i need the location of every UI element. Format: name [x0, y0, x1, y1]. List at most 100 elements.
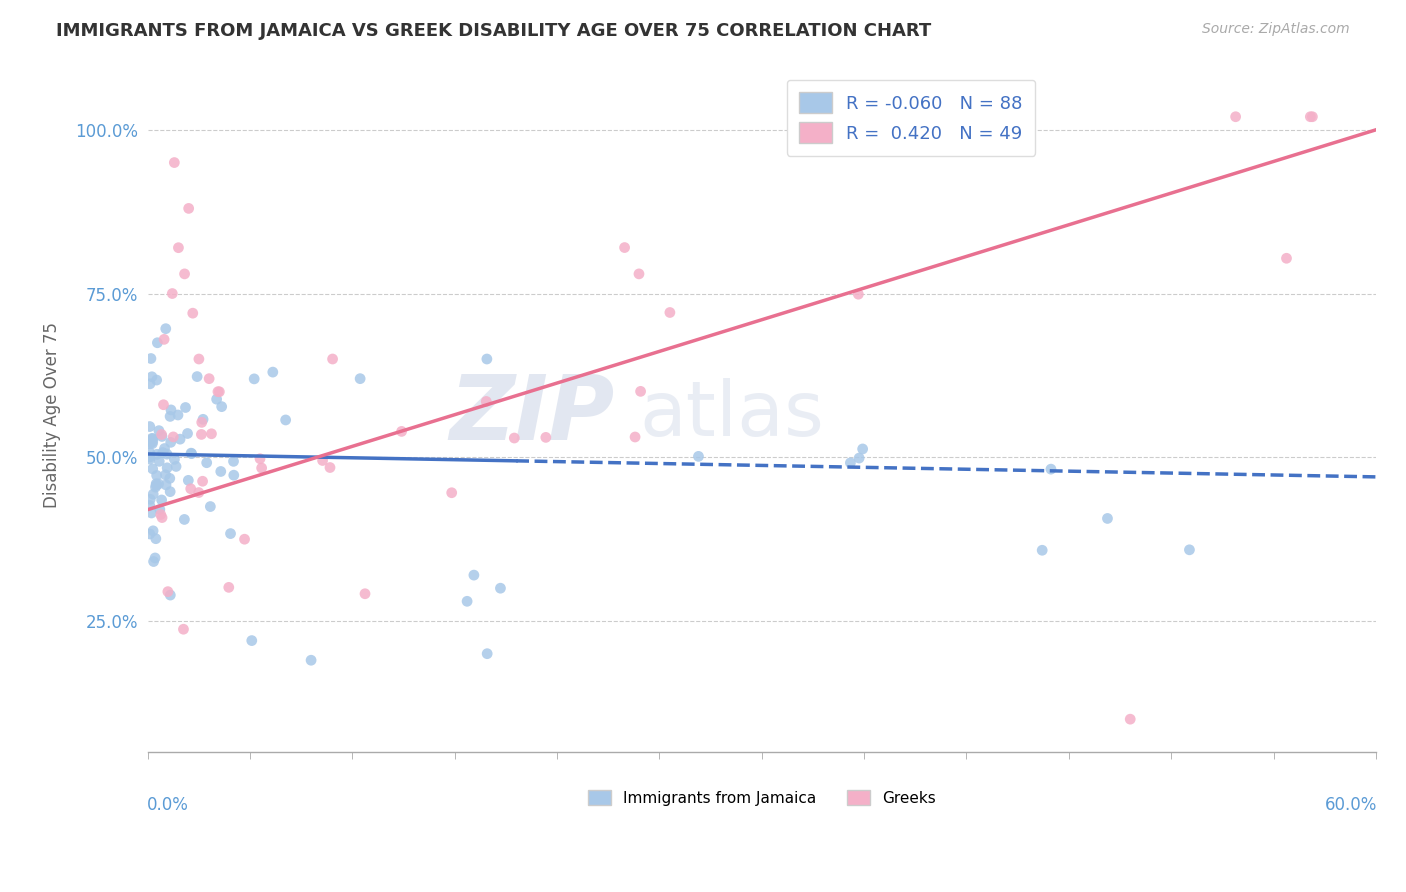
- Point: [1119, 712, 1142, 726]
- Point: [852, 442, 875, 456]
- Point: [156, 584, 179, 599]
- Point: [240, 633, 263, 648]
- Point: [475, 647, 498, 661]
- Point: [1031, 543, 1053, 558]
- Point: [391, 425, 413, 439]
- Point: [1097, 511, 1119, 525]
- Point: [624, 430, 647, 444]
- Point: [181, 306, 204, 320]
- Point: [456, 594, 478, 608]
- Point: [839, 456, 862, 470]
- Point: [195, 456, 218, 470]
- Point: [163, 452, 186, 467]
- Point: [190, 427, 212, 442]
- Point: [198, 372, 221, 386]
- Point: [177, 474, 200, 488]
- Point: [262, 365, 284, 379]
- Point: [141, 433, 163, 447]
- Point: [153, 332, 176, 346]
- Point: [1039, 462, 1062, 476]
- Point: [176, 426, 198, 441]
- Point: [148, 454, 170, 468]
- Point: [145, 476, 167, 491]
- Point: [152, 445, 174, 459]
- Point: [475, 394, 498, 409]
- Point: [218, 580, 240, 594]
- Point: [208, 384, 231, 399]
- Point: [349, 372, 371, 386]
- Point: [1178, 542, 1201, 557]
- Point: [299, 653, 322, 667]
- Point: [139, 527, 162, 541]
- Point: [205, 392, 228, 407]
- Point: [150, 429, 173, 443]
- Point: [145, 373, 167, 387]
- Point: [159, 435, 181, 450]
- Point: [142, 432, 165, 446]
- Point: [174, 401, 197, 415]
- Point: [145, 532, 167, 546]
- Point: [155, 478, 177, 492]
- Point: [159, 484, 181, 499]
- Point: [142, 487, 165, 501]
- Text: atlas: atlas: [638, 377, 824, 451]
- Point: [163, 155, 186, 169]
- Point: [1301, 110, 1323, 124]
- Text: ZIP: ZIP: [449, 371, 614, 458]
- Point: [688, 450, 710, 464]
- Point: [148, 424, 170, 438]
- Point: [143, 551, 166, 566]
- Point: [159, 471, 181, 485]
- Point: [145, 478, 167, 492]
- Point: [139, 499, 162, 513]
- Point: [139, 351, 162, 366]
- Point: [145, 480, 167, 494]
- Point: [139, 452, 162, 467]
- Point: [440, 485, 463, 500]
- Text: 60.0%: 60.0%: [1324, 796, 1376, 814]
- Point: [186, 369, 208, 384]
- Point: [139, 492, 162, 507]
- Point: [250, 461, 273, 475]
- Point: [146, 447, 169, 461]
- Point: [846, 287, 869, 301]
- Point: [172, 622, 194, 636]
- Point: [222, 454, 245, 468]
- Point: [207, 384, 229, 399]
- Point: [200, 500, 222, 514]
- Point: [150, 427, 173, 442]
- Point: [534, 430, 557, 444]
- Point: [152, 398, 174, 412]
- Point: [222, 468, 245, 483]
- Point: [180, 482, 202, 496]
- Point: [180, 446, 202, 460]
- Point: [658, 305, 681, 319]
- Point: [190, 415, 212, 429]
- Text: Source: ZipAtlas.com: Source: ZipAtlas.com: [1202, 22, 1350, 37]
- Point: [177, 202, 200, 216]
- Point: [142, 524, 165, 538]
- Text: 0.0%: 0.0%: [146, 796, 188, 814]
- Point: [162, 430, 184, 444]
- Point: [613, 241, 636, 255]
- Point: [139, 450, 162, 464]
- Point: [1275, 252, 1298, 266]
- Point: [627, 267, 650, 281]
- Point: [187, 351, 209, 366]
- Point: [475, 351, 498, 366]
- Point: [354, 587, 377, 601]
- Point: [249, 451, 271, 466]
- Point: [141, 506, 163, 520]
- Point: [219, 526, 242, 541]
- Point: [191, 412, 214, 426]
- Point: [149, 508, 172, 522]
- Point: [149, 502, 172, 516]
- Point: [938, 110, 960, 124]
- Point: [153, 442, 176, 456]
- Point: [141, 436, 163, 450]
- Point: [162, 286, 184, 301]
- Point: [173, 512, 195, 526]
- Point: [155, 321, 177, 335]
- Point: [146, 335, 169, 350]
- Point: [139, 419, 162, 434]
